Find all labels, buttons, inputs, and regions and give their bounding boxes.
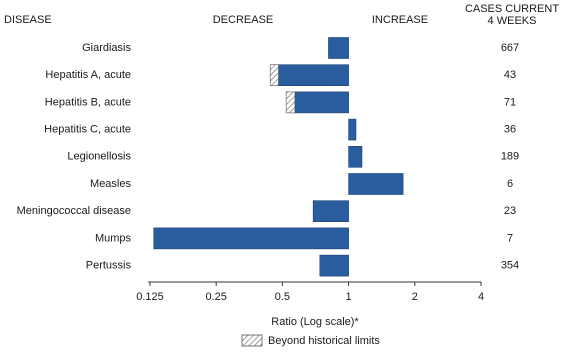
cases-value: 71 [504,96,516,108]
cases-value: 43 [504,69,516,81]
x-tick-label: 0.5 [275,291,290,303]
header-cases: 4 WEEKS [488,15,537,27]
bar-beyond-limits [269,64,279,86]
y-tick-label: Hepatitis B, acute [45,96,131,108]
x-tick-label: 0.125 [136,291,164,303]
legend-swatch [241,334,263,347]
bar [348,146,363,168]
y-tick-label: Hepatitis A, acute [45,69,131,81]
cases-value: 354 [501,260,519,272]
x-tick-label: 2 [412,291,418,303]
header-decrease: DECREASE [213,14,274,26]
bar [278,64,349,86]
x-tick-label: 4 [478,291,484,303]
cases-value: 7 [507,232,513,244]
header-cases: CASES CURRENT [465,3,559,15]
cases-value: 667 [501,42,519,54]
x-axis-label: Ratio (Log scale)* [271,316,359,328]
bar [294,91,349,114]
y-tick-label: Mumps [95,232,132,244]
y-tick-label: Legionellosis [67,151,131,163]
header-disease: DISEASE [4,14,52,26]
cases-value: 23 [504,205,516,217]
bar [348,118,357,141]
bar [328,37,349,59]
y-tick-label: Meningococcal disease [17,205,131,217]
y-tick-label: Hepatitis C, acute [44,124,131,136]
bar [319,254,349,277]
cases-value: 189 [501,151,519,163]
cases-value: 36 [504,124,516,136]
bar [312,200,349,222]
legend-label: Beyond historical limits [268,335,380,347]
bar-beyond-limits [285,91,296,114]
x-tick-label: 0.25 [205,291,226,303]
header-increase: INCREASE [372,14,428,26]
y-tick-label: Giardiasis [82,42,131,54]
cases-value: 6 [507,178,513,190]
y-tick-label: Measles [90,178,131,190]
bar [153,227,349,250]
bar [348,173,404,195]
x-tick-label: 1 [346,291,352,303]
y-tick-label: Pertussis [86,260,132,272]
